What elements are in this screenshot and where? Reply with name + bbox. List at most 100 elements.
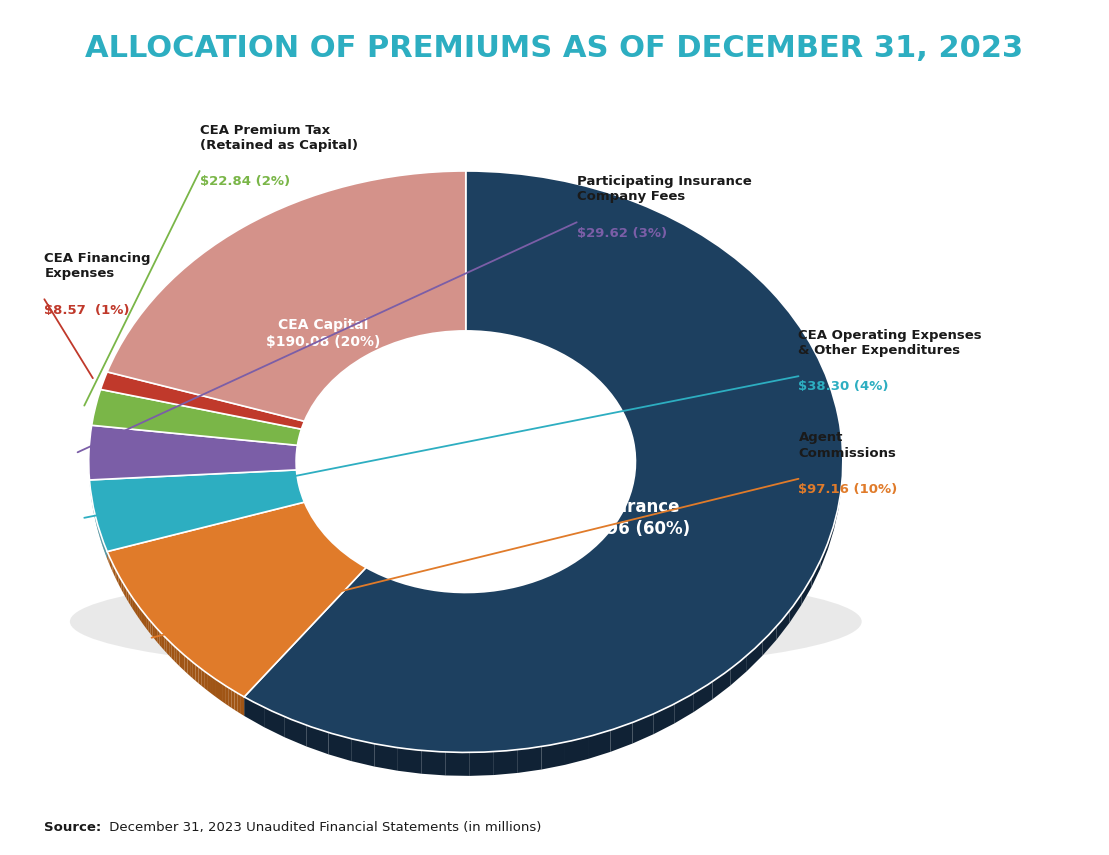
Polygon shape — [404, 583, 414, 604]
Polygon shape — [339, 549, 340, 563]
Text: CEA Operating Expenses
& Other Expenditures: CEA Operating Expenses & Other Expenditu… — [798, 329, 983, 357]
Polygon shape — [653, 704, 674, 734]
Polygon shape — [195, 664, 199, 683]
Text: Agent
Commissions: Agent Commissions — [798, 432, 896, 460]
Polygon shape — [629, 490, 631, 504]
Polygon shape — [328, 733, 352, 761]
Polygon shape — [160, 631, 162, 648]
Polygon shape — [494, 750, 518, 775]
Polygon shape — [172, 644, 174, 661]
Polygon shape — [398, 747, 421, 774]
Polygon shape — [129, 592, 130, 605]
Polygon shape — [204, 671, 207, 690]
Polygon shape — [592, 542, 599, 562]
Polygon shape — [421, 751, 446, 775]
Polygon shape — [631, 482, 633, 494]
Polygon shape — [130, 594, 132, 608]
Polygon shape — [142, 610, 144, 626]
Polygon shape — [241, 695, 244, 716]
Polygon shape — [119, 575, 120, 587]
Polygon shape — [510, 586, 521, 606]
Polygon shape — [584, 549, 592, 569]
Polygon shape — [174, 646, 176, 663]
Polygon shape — [149, 618, 151, 634]
Polygon shape — [611, 522, 617, 539]
Polygon shape — [470, 752, 494, 775]
Polygon shape — [776, 610, 790, 640]
Wedge shape — [89, 425, 297, 480]
Polygon shape — [478, 592, 489, 611]
Polygon shape — [122, 581, 123, 593]
Circle shape — [296, 331, 635, 593]
Polygon shape — [446, 752, 470, 775]
Polygon shape — [541, 575, 550, 596]
Polygon shape — [185, 656, 187, 674]
Polygon shape — [342, 551, 343, 565]
Polygon shape — [354, 560, 355, 575]
Polygon shape — [232, 689, 234, 710]
Polygon shape — [375, 744, 398, 770]
Polygon shape — [489, 590, 500, 610]
Polygon shape — [356, 562, 357, 577]
Polygon shape — [385, 576, 394, 598]
Polygon shape — [343, 552, 344, 566]
Text: $97.16 (10%): $97.16 (10%) — [798, 483, 897, 496]
Polygon shape — [134, 600, 136, 614]
Polygon shape — [359, 563, 360, 579]
Polygon shape — [352, 739, 375, 767]
Polygon shape — [144, 613, 146, 628]
Polygon shape — [360, 564, 362, 580]
Polygon shape — [116, 572, 119, 584]
Wedge shape — [92, 389, 302, 445]
Polygon shape — [468, 593, 478, 611]
Polygon shape — [164, 636, 166, 653]
Polygon shape — [207, 673, 210, 693]
Polygon shape — [446, 592, 457, 611]
Polygon shape — [199, 667, 202, 686]
Polygon shape — [365, 567, 366, 583]
Polygon shape — [237, 693, 241, 714]
Polygon shape — [457, 593, 468, 611]
Polygon shape — [222, 683, 225, 704]
Text: ALLOCATION OF PREMIUMS AS OF DECEMBER 31, 2023: ALLOCATION OF PREMIUMS AS OF DECEMBER 31… — [85, 34, 1024, 63]
Text: $29.62 (3%): $29.62 (3%) — [577, 227, 667, 239]
Polygon shape — [176, 648, 180, 666]
Polygon shape — [166, 639, 170, 656]
Polygon shape — [541, 742, 564, 770]
Wedge shape — [101, 372, 304, 429]
Polygon shape — [336, 545, 337, 559]
Polygon shape — [362, 565, 363, 581]
Polygon shape — [114, 566, 115, 578]
Polygon shape — [694, 681, 713, 712]
Polygon shape — [344, 553, 346, 567]
Polygon shape — [713, 669, 730, 699]
Polygon shape — [125, 586, 126, 599]
Polygon shape — [564, 737, 588, 765]
Polygon shape — [153, 623, 155, 640]
Polygon shape — [746, 641, 762, 671]
Polygon shape — [202, 669, 204, 688]
Polygon shape — [348, 556, 349, 570]
Polygon shape — [617, 514, 621, 530]
Polygon shape — [560, 566, 569, 587]
Polygon shape — [569, 561, 577, 581]
Polygon shape — [550, 570, 560, 592]
Polygon shape — [155, 626, 157, 642]
Polygon shape — [216, 680, 218, 699]
Wedge shape — [244, 171, 843, 752]
Polygon shape — [213, 677, 216, 697]
Polygon shape — [334, 544, 335, 557]
Polygon shape — [375, 572, 385, 593]
Polygon shape — [357, 563, 359, 578]
Polygon shape — [802, 578, 812, 605]
Polygon shape — [190, 660, 193, 679]
Polygon shape — [577, 555, 584, 575]
Polygon shape — [394, 581, 404, 601]
Polygon shape — [632, 714, 653, 744]
Polygon shape — [828, 525, 834, 549]
Polygon shape — [347, 555, 348, 569]
Polygon shape — [625, 498, 629, 512]
Polygon shape — [335, 545, 336, 557]
Polygon shape — [136, 603, 138, 616]
Polygon shape — [425, 588, 435, 609]
